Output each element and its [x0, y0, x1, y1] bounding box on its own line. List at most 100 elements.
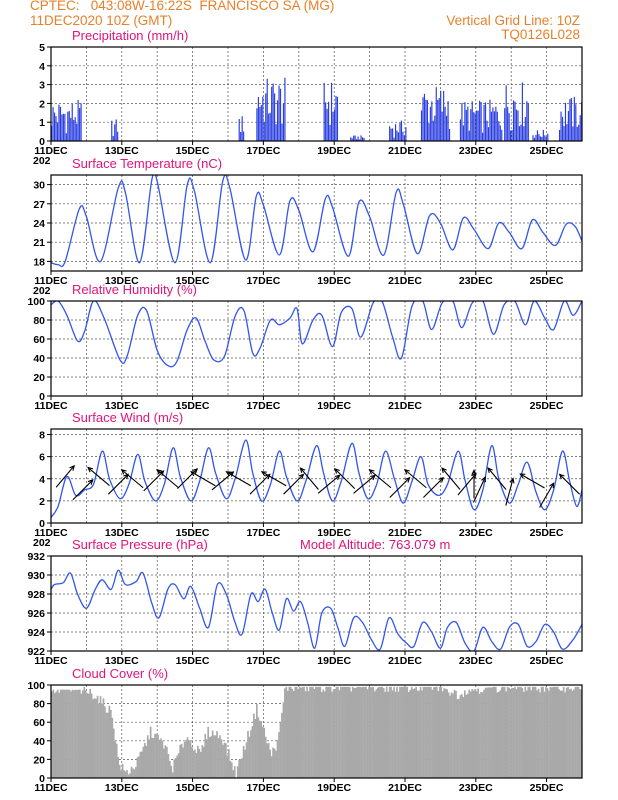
precip-bar — [535, 134, 537, 141]
cloud-bar — [462, 696, 465, 778]
cloud-bar — [278, 732, 280, 778]
y-tick-label: 926 — [27, 608, 45, 620]
cloud-bar — [489, 687, 491, 778]
cloud-bar — [363, 686, 366, 778]
precip-bar — [563, 126, 565, 141]
cloud-bar — [191, 746, 193, 778]
cloud-bar — [528, 686, 531, 778]
x-tick-label: 21DEC — [388, 527, 422, 539]
y-tick-label: 20 — [33, 754, 45, 766]
cloud-bar — [251, 726, 254, 778]
precip-bar — [402, 131, 404, 141]
precip-bar — [363, 137, 365, 141]
x-tick-label: 13DEC — [105, 145, 139, 157]
cloud-bar — [272, 747, 274, 778]
precip-bar — [397, 132, 400, 141]
temp-title: Surface Temperature (nC) — [72, 156, 222, 171]
y-tick-label: 0 — [39, 391, 45, 403]
cloud-bar — [228, 749, 230, 778]
cloud-bar — [400, 686, 403, 778]
precip-bar — [390, 128, 392, 141]
cloud-bar — [118, 764, 121, 778]
precip-bar — [351, 138, 353, 141]
precip-bar — [441, 111, 443, 141]
cloud-bar — [76, 690, 78, 778]
cloud-title: Cloud Cover (%) — [72, 666, 168, 681]
x-tick-label: 17DEC — [246, 782, 280, 794]
cloud-bar — [138, 756, 140, 778]
rh-frame — [50, 300, 583, 397]
x-tick-label: 13DEC — [105, 275, 139, 287]
precip-bar — [473, 112, 475, 141]
wind-vector-arrow — [249, 473, 271, 495]
cloud-bar — [301, 686, 304, 778]
y-tick-label: 0 — [39, 773, 45, 785]
cloud-bar — [574, 686, 577, 778]
precip-bar — [332, 111, 334, 141]
cloud-bar — [86, 693, 89, 778]
cloud-bar — [217, 738, 220, 778]
cloud-bar — [524, 686, 527, 778]
precip-bar — [425, 99, 427, 141]
wind-vector-arrow — [87, 466, 110, 486]
cloud-bar — [194, 749, 196, 778]
x-tick-label: 21DEC — [388, 145, 422, 157]
cloud-bar — [58, 692, 61, 778]
cloud-bar — [96, 695, 99, 778]
cloud-bar — [108, 705, 111, 778]
precip-bar — [260, 105, 262, 141]
cloud-bar — [449, 695, 451, 778]
precip-bar — [524, 116, 526, 141]
vertical-grid-line-label: Vertical Grid Line: 10Z — [446, 13, 580, 28]
precip-bar — [357, 136, 359, 141]
y-tick-label: 20 — [33, 372, 45, 384]
cloud-bar — [232, 770, 235, 778]
cloud-bar — [315, 686, 317, 778]
x-tick-label: 15DEC — [176, 655, 210, 667]
cloud-bar — [487, 687, 490, 778]
cloud-bar — [53, 693, 56, 778]
precip-bar — [431, 101, 433, 141]
precip-bar — [55, 116, 57, 141]
x-tick-label: 11DEC — [34, 527, 68, 539]
cloud-bar — [317, 686, 320, 778]
cloud-bar — [158, 739, 161, 778]
wind-panel: 0 2 4 6 8 11DEC 13DEC 15DEC 17DEC 19DEC 21DEC 23DEC… — [33, 410, 583, 549]
cloud-bar — [127, 774, 130, 778]
precip-bar — [487, 127, 490, 141]
cloud-bar — [130, 766, 133, 778]
cloud-bar — [356, 686, 358, 778]
x-tick-label: 11DEC — [34, 400, 68, 412]
cloud-bar — [166, 746, 168, 778]
precip-bar — [435, 87, 437, 141]
cloud-bar — [346, 686, 348, 778]
cloud-bar — [107, 712, 109, 778]
cloud-bar — [55, 691, 58, 778]
pres-frame — [50, 555, 583, 652]
wind-vector-arrow — [317, 474, 341, 494]
x-tick-label: 23DEC — [459, 527, 493, 539]
rh-series-line — [51, 301, 582, 368]
y-tick-label: 5 — [39, 42, 45, 54]
wind-vector-arrow — [353, 474, 376, 494]
cloud-bar — [73, 690, 75, 778]
cloud-bar — [117, 757, 120, 778]
cloud-bar — [211, 730, 214, 778]
precip-bar — [356, 139, 358, 141]
cloud-bar — [580, 689, 583, 778]
x-tick-label: 13DEC — [105, 782, 139, 794]
cloud-bar — [561, 690, 564, 778]
cloud-bar — [263, 727, 266, 778]
cloud-bar — [564, 692, 566, 778]
cloud-bar — [213, 735, 215, 778]
cloud-bar — [329, 686, 332, 778]
cloud-bar — [497, 691, 500, 778]
cloud-bar — [155, 733, 158, 778]
precip-bar — [498, 121, 500, 141]
cloud-bar — [325, 686, 328, 778]
cloud-bar — [67, 689, 69, 778]
precip-bar — [333, 109, 336, 141]
cloud-bar — [534, 686, 537, 778]
y-tick-label: 60 — [33, 717, 45, 729]
pres-series-line — [51, 569, 582, 651]
